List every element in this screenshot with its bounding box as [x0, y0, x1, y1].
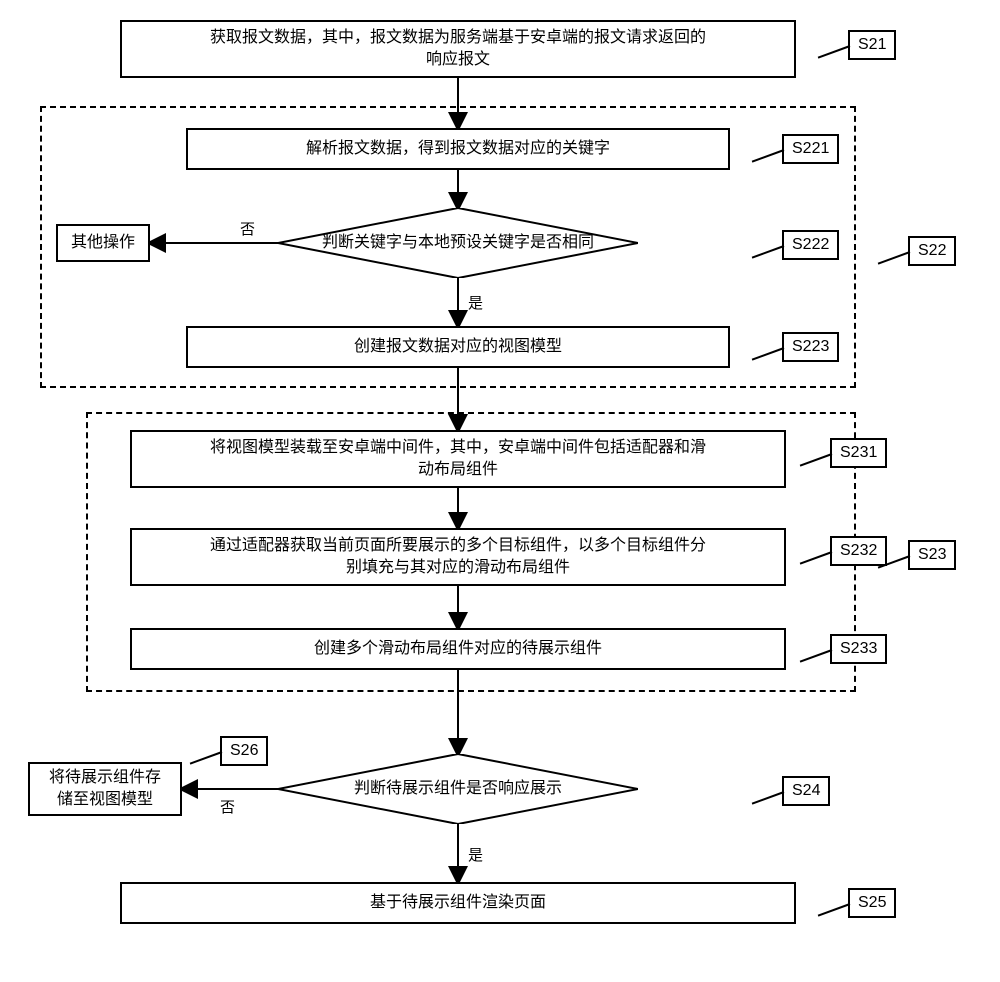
node-s25: 基于待展示组件渲染页面: [120, 882, 796, 924]
label-s222: S222: [782, 230, 839, 260]
flowchart-canvas: 获取报文数据，其中，报文数据为服务端基于安卓端的报文请求返回的 响应报文 S21…: [10, 20, 990, 962]
node-s25-text: 基于待展示组件渲染页面: [370, 892, 546, 914]
node-s21: 获取报文数据，其中，报文数据为服务端基于安卓端的报文请求返回的 响应报文: [120, 20, 796, 78]
node-s26: 将待展示组件存 储至视图模型: [28, 762, 182, 816]
node-s231-text: 将视图模型装载至安卓端中间件，其中，安卓端中间件包括适配器和滑 动布局组件: [210, 437, 706, 482]
node-other-text: 其他操作: [71, 232, 135, 254]
node-s232-text: 通过适配器获取当前页面所要展示的多个目标组件，以多个目标组件分 别填充与其对应的…: [210, 535, 706, 580]
edge-s24-no: 否: [220, 796, 235, 817]
node-s24: 判断待展示组件是否响应展示: [278, 754, 638, 824]
label-s221: S221: [782, 134, 839, 164]
node-s221-text: 解析报文数据，得到报文数据对应的关键字: [306, 138, 610, 160]
node-s26-text: 将待展示组件存 储至视图模型: [49, 767, 161, 812]
label-s233: S233: [830, 634, 887, 664]
node-s223: 创建报文数据对应的视图模型: [186, 326, 730, 368]
node-s222-text: 判断关键字与本地预设关键字是否相同: [322, 233, 594, 254]
node-s24-text: 判断待展示组件是否响应展示: [354, 779, 562, 800]
node-other: 其他操作: [56, 224, 150, 262]
node-s221: 解析报文数据，得到报文数据对应的关键字: [186, 128, 730, 170]
node-s232: 通过适配器获取当前页面所要展示的多个目标组件，以多个目标组件分 别填充与其对应的…: [130, 528, 786, 586]
label-s24: S24: [782, 776, 830, 806]
edge-s222-no: 否: [240, 218, 255, 239]
node-s223-text: 创建报文数据对应的视图模型: [354, 336, 562, 358]
label-s23: S23: [908, 540, 956, 570]
node-s233-text: 创建多个滑动布局组件对应的待展示组件: [314, 638, 602, 660]
edge-s24-yes: 是: [468, 844, 483, 865]
node-s233: 创建多个滑动布局组件对应的待展示组件: [130, 628, 786, 670]
label-s21: S21: [848, 30, 896, 60]
label-s22: S22: [908, 236, 956, 266]
label-s26: S26: [220, 736, 268, 766]
label-s232: S232: [830, 536, 887, 566]
node-s21-text: 获取报文数据，其中，报文数据为服务端基于安卓端的报文请求返回的 响应报文: [210, 27, 706, 72]
label-s223: S223: [782, 332, 839, 362]
node-s222: 判断关键字与本地预设关键字是否相同: [278, 208, 638, 278]
label-s231: S231: [830, 438, 887, 468]
edge-s222-yes: 是: [468, 292, 483, 313]
node-s231: 将视图模型装载至安卓端中间件，其中，安卓端中间件包括适配器和滑 动布局组件: [130, 430, 786, 488]
label-s25: S25: [848, 888, 896, 918]
